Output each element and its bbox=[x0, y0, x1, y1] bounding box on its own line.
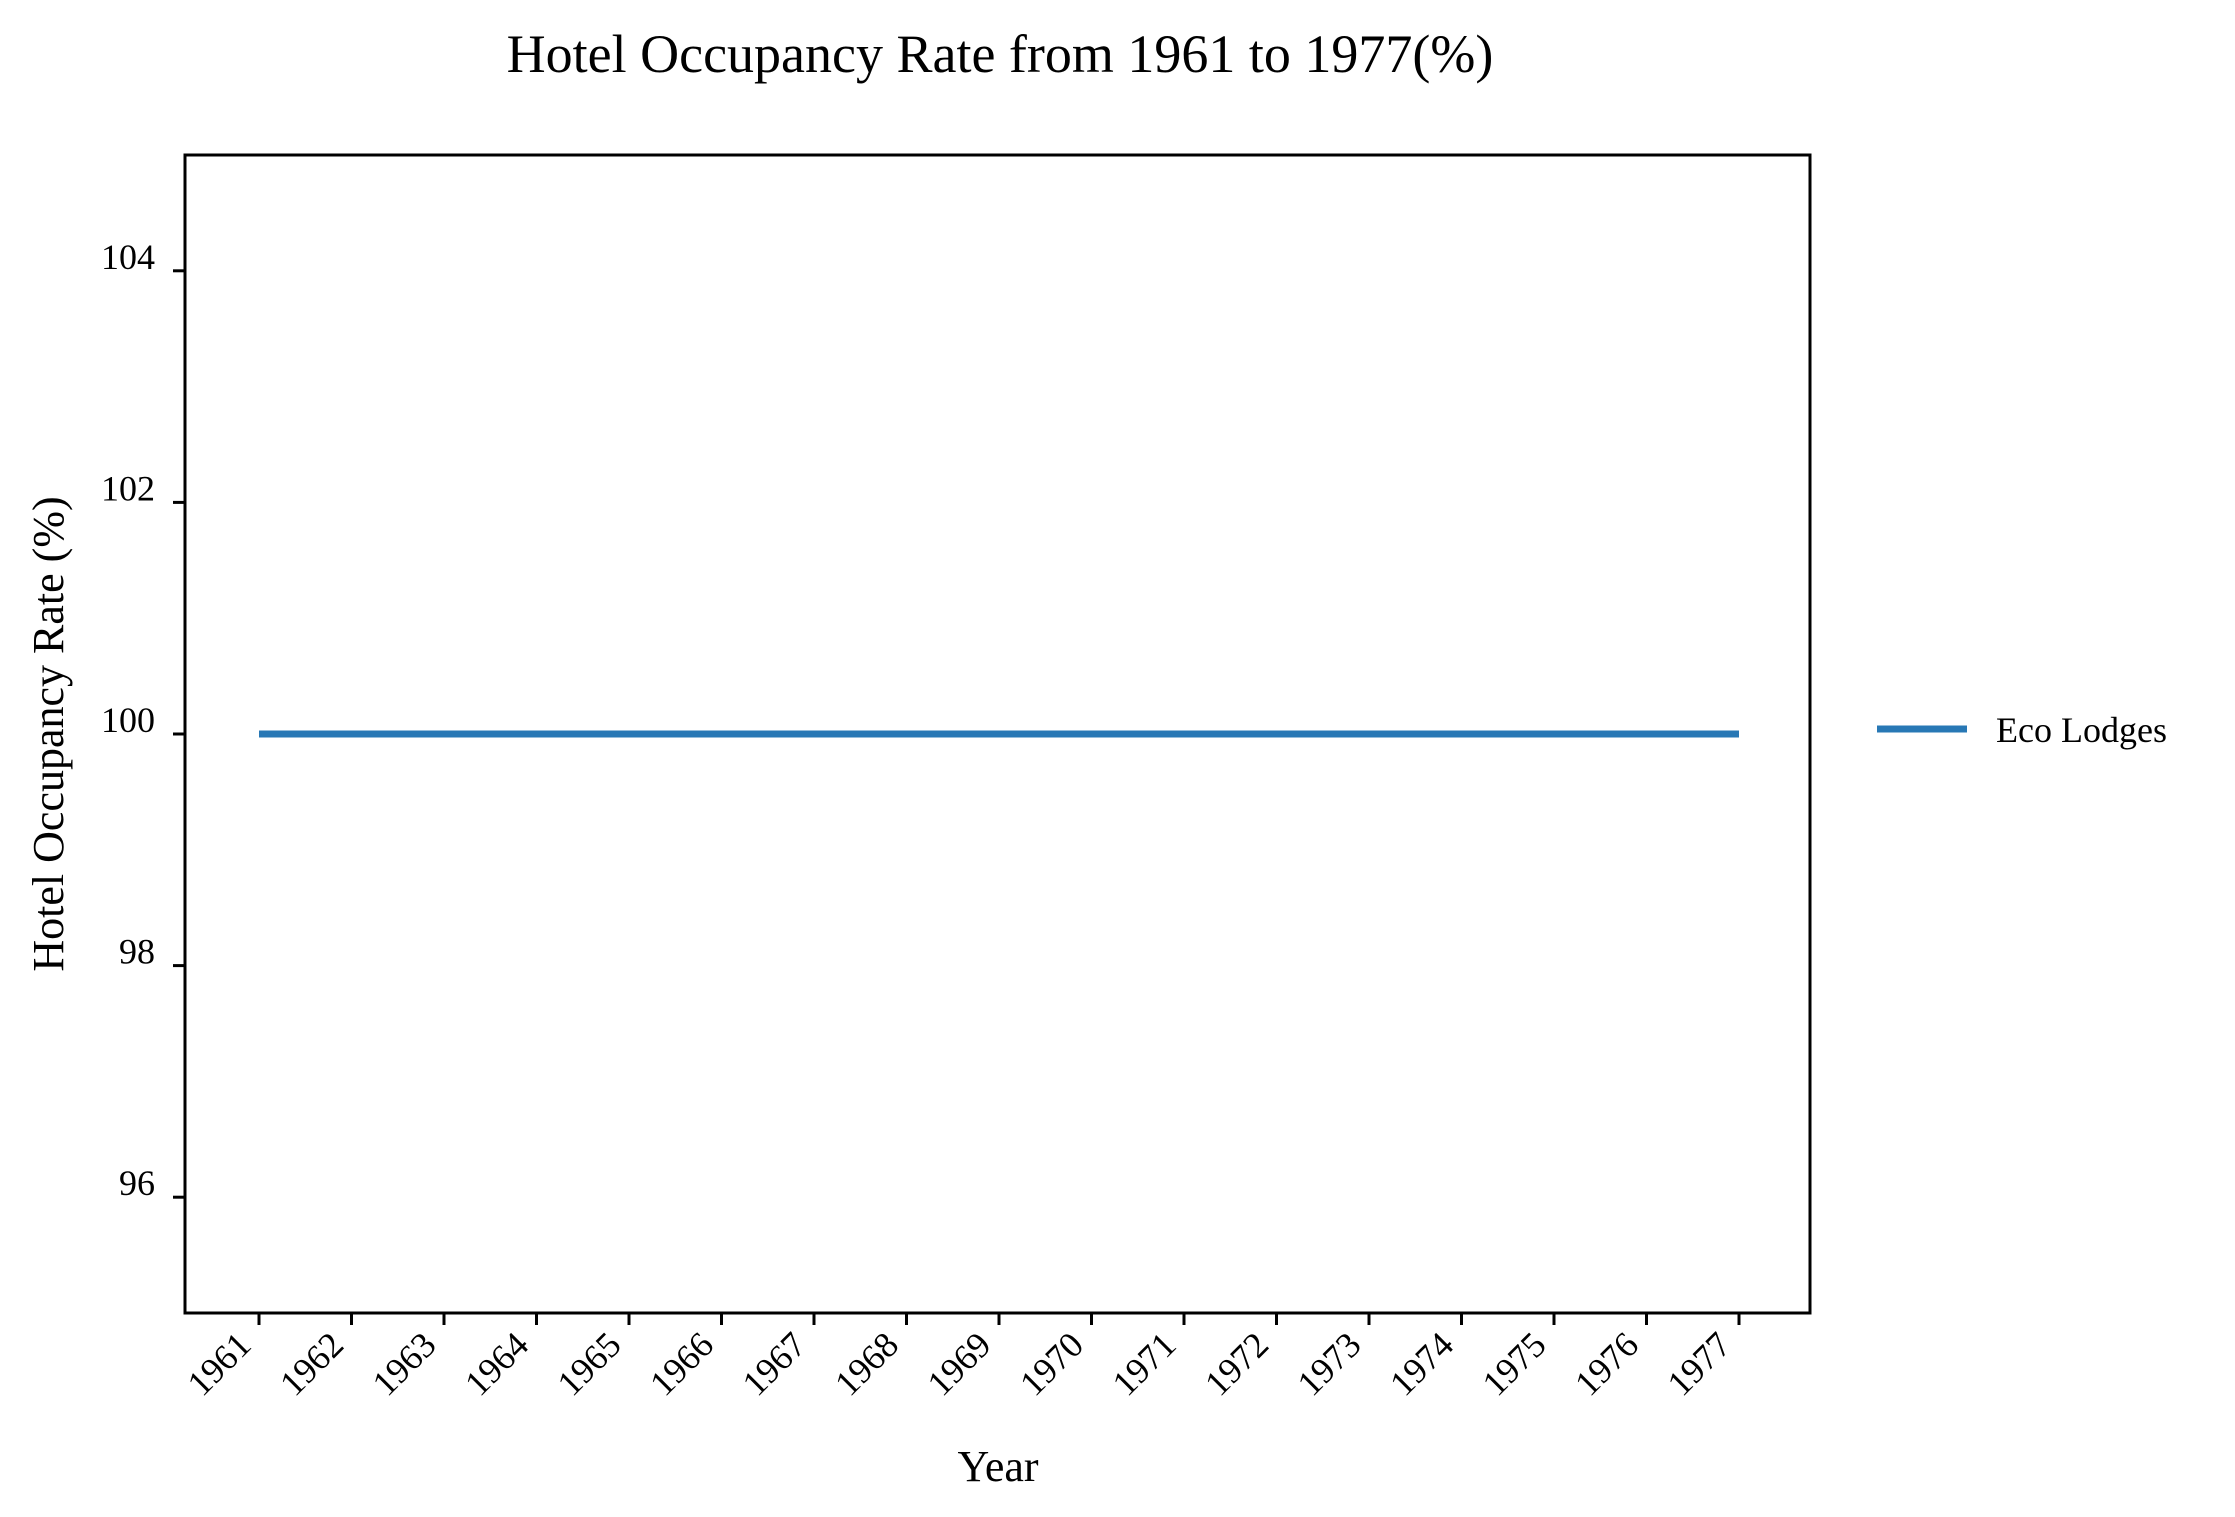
x-axis: 1961 1962 1963 1964 1965 1966 1967 1968 1969 1970… bbox=[179, 1313, 1741, 1404]
y-axis-label: Hotel Occupancy Rate (%) bbox=[24, 496, 73, 971]
x-tick-label: 1962 bbox=[272, 1324, 351, 1403]
x-tick-label: 1968 bbox=[827, 1324, 906, 1403]
y-tick-label: 100 bbox=[101, 700, 155, 740]
x-axis-label: Year bbox=[957, 1442, 1038, 1491]
y-tick-label: 98 bbox=[119, 932, 155, 972]
x-tick-label: 1966 bbox=[642, 1324, 721, 1403]
legend: Eco Lodges bbox=[1877, 710, 2167, 750]
x-tick-label: 1972 bbox=[1197, 1324, 1276, 1403]
x-tick-label: 1967 bbox=[734, 1324, 813, 1403]
chart-title: Hotel Occupancy Rate from 1961 to 1977(%… bbox=[507, 24, 1494, 84]
y-tick-label: 96 bbox=[119, 1163, 155, 1203]
x-tick-label: 1964 bbox=[457, 1324, 536, 1403]
x-tick-label: 1963 bbox=[364, 1324, 443, 1403]
y-tick-label: 104 bbox=[101, 237, 155, 277]
x-tick-label: 1969 bbox=[919, 1324, 998, 1403]
legend-label: Eco Lodges bbox=[1996, 710, 2167, 750]
y-tick-label: 102 bbox=[101, 468, 155, 508]
x-tick-label: 1965 bbox=[549, 1324, 628, 1403]
x-tick-label: 1973 bbox=[1289, 1324, 1368, 1403]
x-tick-label: 1971 bbox=[1104, 1324, 1183, 1403]
x-tick-label: 1977 bbox=[1659, 1324, 1738, 1403]
x-tick-label: 1975 bbox=[1474, 1324, 1553, 1403]
x-tick-label: 1974 bbox=[1382, 1324, 1461, 1403]
x-tick-label: 1961 bbox=[179, 1324, 258, 1403]
y-axis: 96 98 100 102 104 bbox=[101, 237, 185, 1203]
x-tick-label: 1970 bbox=[1012, 1324, 1091, 1403]
x-tick-label: 1976 bbox=[1567, 1324, 1646, 1403]
